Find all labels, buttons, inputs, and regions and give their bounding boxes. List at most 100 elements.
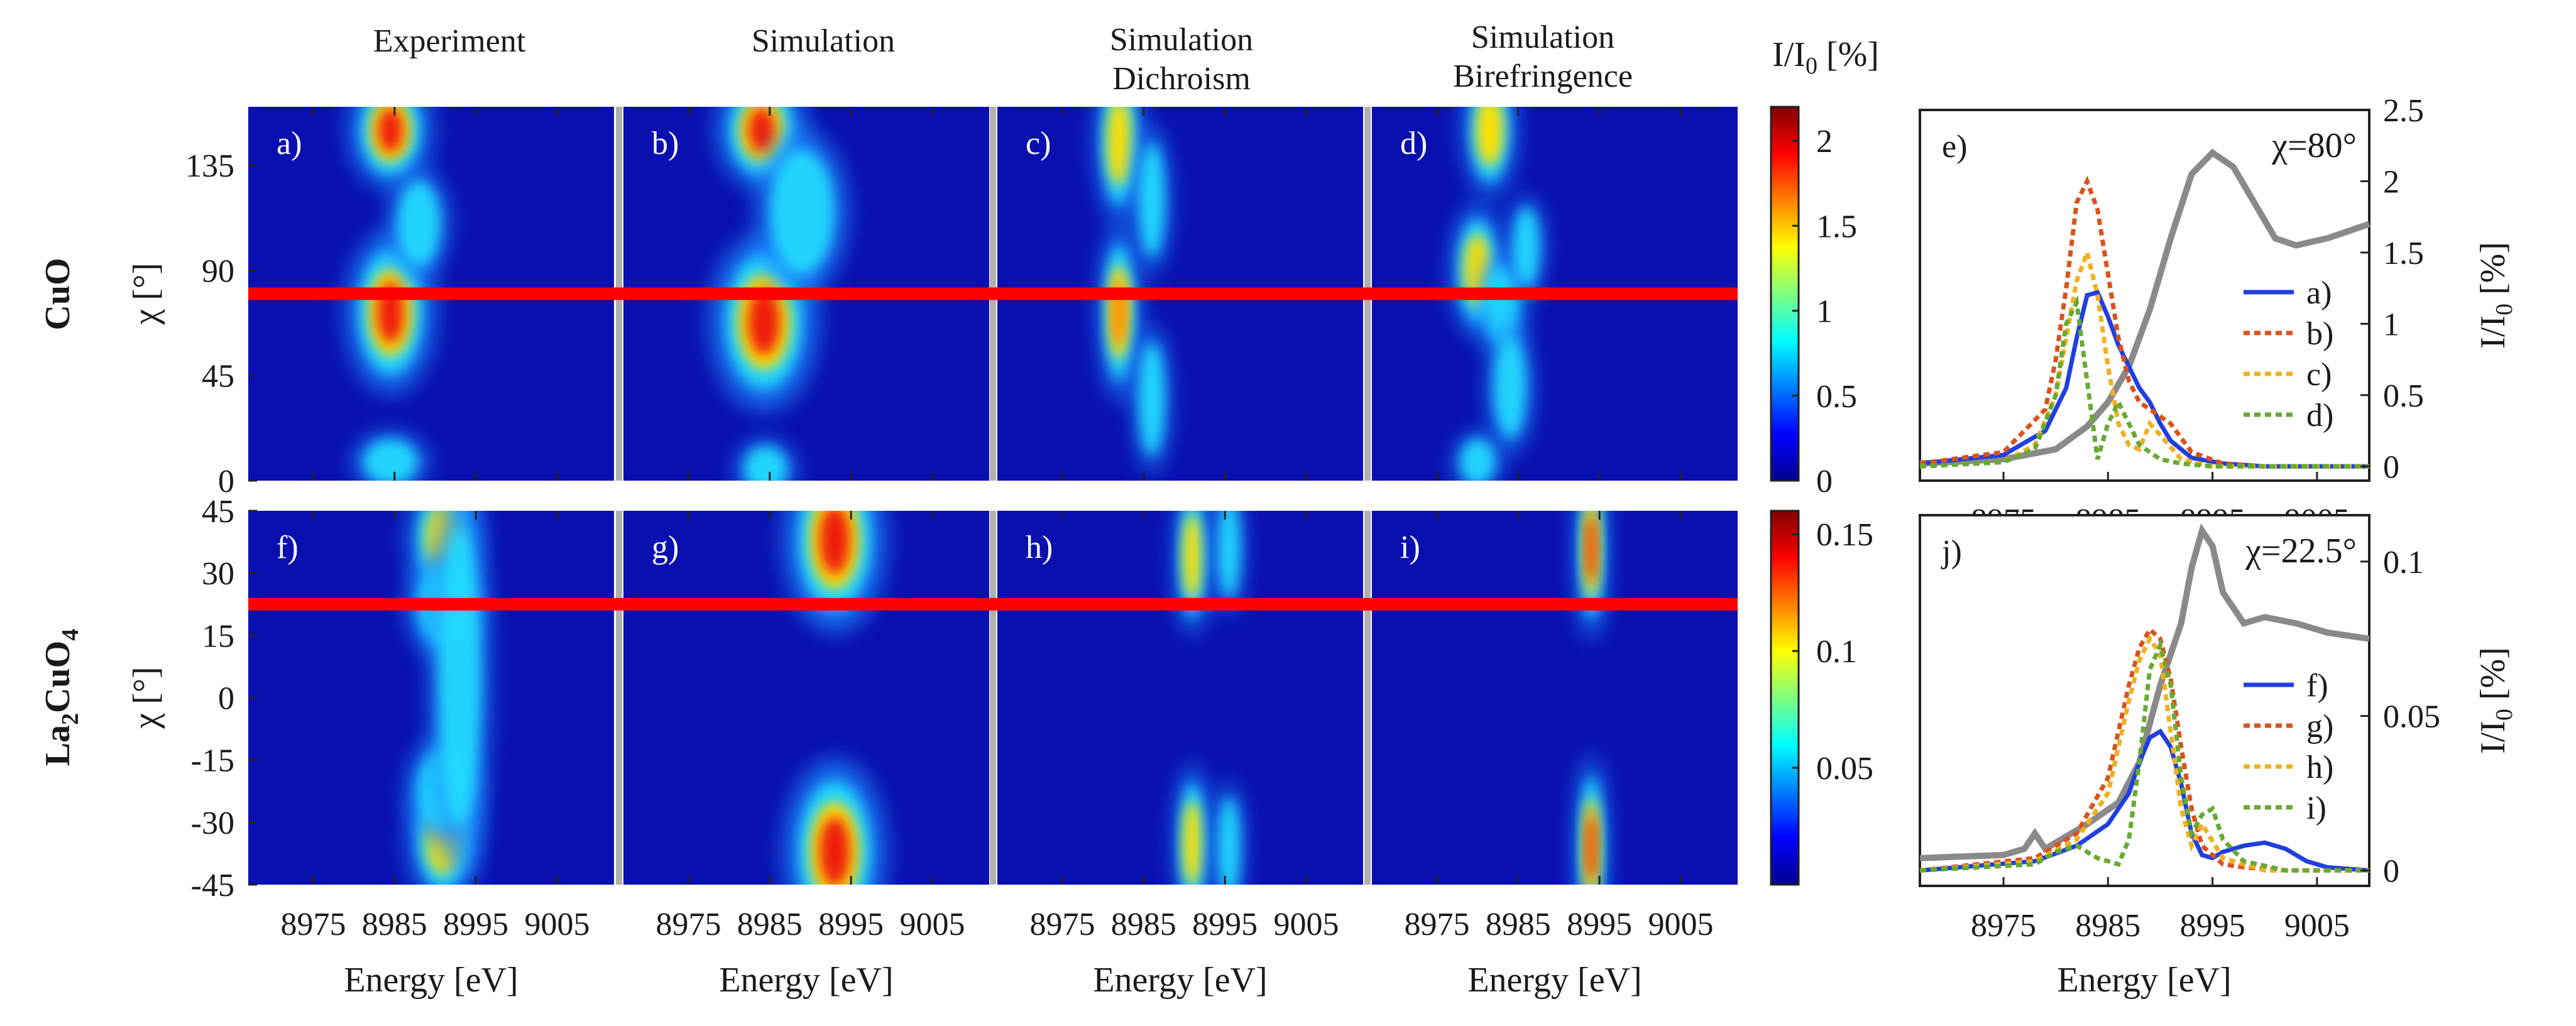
panel-label: j)	[1941, 534, 1962, 570]
panel-j-plot: f) g) h) i) 8975 8985 8995 9005 0 0.05 0.1 j) χ=22.5…	[1919, 514, 2518, 1000]
legend-label: f)	[2306, 668, 2328, 704]
x-tick-label: 9005	[1648, 907, 1713, 942]
heatmap-glow-yellow	[1183, 514, 1202, 599]
y-tick-label: 90	[202, 253, 234, 289]
x-tick-label: 8985	[1486, 907, 1551, 942]
y-tick-label: 0	[2383, 853, 2399, 889]
y-tick-label: 30	[202, 556, 234, 592]
cuo-heatmaps: a) b) c) d) 0 45 90 135 χ [°]	[126, 107, 1738, 499]
x-tick-label: 8995	[2180, 908, 2245, 944]
legend-label: c)	[2306, 357, 2332, 393]
absorption-curve	[1919, 523, 2370, 861]
colorbar-2	[1770, 510, 1800, 886]
legend-label: h)	[2306, 750, 2333, 785]
heatmap-core	[1586, 513, 1597, 584]
heatmap-core	[378, 107, 403, 153]
heatmap-glow	[397, 182, 441, 266]
heatmap-panel-3: c)	[997, 107, 1363, 481]
heatmap-glow	[1494, 336, 1526, 438]
heatmap-panel-1: f)	[248, 511, 614, 885]
heatmap-glow	[770, 150, 834, 274]
heatmap-glow	[1139, 342, 1165, 456]
x-axis-title: Energy [eV]	[719, 961, 893, 1000]
chi-annotation: χ=22.5°	[2245, 532, 2357, 570]
x-tick-label: 8975	[280, 907, 346, 942]
series-line-g	[1919, 626, 2369, 873]
colorbar-tick-label: 0.5	[1816, 379, 1857, 415]
heatmap-core	[748, 107, 776, 153]
y-tick-label: -45	[191, 868, 234, 903]
heatmap-glow-yellow	[1107, 107, 1131, 186]
colorbar-tick-label: 0.05	[1816, 751, 1873, 787]
x-tick-label: 8975	[1029, 907, 1095, 942]
colorbar-tick-label: 0	[1816, 464, 1833, 499]
x-tick-label: 8995	[443, 907, 508, 942]
heatmap-features	[1094, 107, 1171, 474]
y-tick-label: 1	[2383, 307, 2399, 342]
panel-label: a)	[277, 126, 302, 161]
x-axis-title: Energy [eV]	[2057, 961, 2231, 1000]
colorbar-tick-label: 0.1	[1816, 634, 1857, 670]
panel-label: i)	[1400, 530, 1420, 565]
y-axis-title: I/I0 [%]	[2474, 647, 2518, 754]
heatmap-background	[1372, 511, 1738, 885]
heatmap-glow	[364, 439, 417, 481]
x-tick-label: 9005	[1273, 907, 1339, 942]
x-tick-label: 9005	[524, 907, 589, 942]
x-tick-label: 8985	[2075, 908, 2140, 944]
y-axis-title: χ [°]	[126, 263, 165, 325]
x-tick-label: 9005	[2284, 908, 2350, 944]
legend-label: a)	[2306, 275, 2332, 311]
heatmap-features	[782, 511, 887, 885]
x-tick-label: 9005	[899, 907, 965, 942]
y-tick-label: 0	[218, 464, 234, 499]
heatmap-glow	[744, 446, 787, 481]
x-tick-label: 8995	[818, 907, 884, 942]
title-experiment: Experiment	[373, 23, 526, 59]
row-label-la2cuo4: La2CuO4	[38, 629, 84, 767]
heatmap-panel-4: d)	[1372, 107, 1738, 481]
heatmap-core	[819, 511, 850, 575]
x-axis-title: Energy [eV]	[1467, 961, 1642, 1000]
heatmap-glow	[1513, 207, 1539, 287]
x-tick-label: 8985	[737, 907, 803, 942]
x-axis-title: Energy [eV]	[1093, 961, 1267, 1000]
legend-label: g)	[2306, 709, 2333, 745]
colorbar-1	[1770, 106, 1800, 482]
chi-annotation: χ=80°	[2271, 126, 2357, 165]
heatmap-glow	[1218, 797, 1240, 885]
colorbars: 0 0.5 1 1.5 2 0.05 0.1 0.15	[1770, 106, 1873, 886]
x-axis-title: Energy [eV]	[344, 961, 518, 1000]
series-line-h	[1919, 634, 2369, 873]
heatmap-glow	[1139, 144, 1165, 256]
series-line-i	[1919, 638, 2369, 873]
heatmap-core	[748, 288, 781, 356]
x-tick-label: 8985	[1111, 907, 1176, 942]
y-tick-label: 0	[2383, 449, 2399, 485]
heatmap-glow-yellow	[1476, 107, 1503, 166]
plot-frame	[1919, 109, 2370, 482]
y-tick-label: 0	[218, 681, 234, 717]
heatmap-glow-yellow	[1183, 800, 1202, 885]
panel-label: c)	[1026, 126, 1051, 161]
y-axis-title: I/I0 [%]	[2474, 242, 2518, 349]
x-tick-label: 8995	[1192, 907, 1258, 942]
heatmap-features	[1449, 107, 1545, 481]
heatmap-panel-2: b)	[623, 107, 989, 481]
row-label-sub: 2	[57, 713, 84, 725]
x-tick-label: 8975	[1404, 907, 1469, 942]
y-tick-label: -15	[191, 743, 234, 779]
y-tick-label: 45	[202, 494, 234, 530]
heatmap-glow	[1218, 511, 1240, 598]
heatmap-core	[819, 816, 850, 885]
y-tick-label: 0.5	[2383, 378, 2424, 414]
title-dichroism: Simulation Dichroism	[1110, 22, 1253, 97]
colorbar-tick-label: 0.15	[1816, 517, 1873, 553]
heatmap-glow	[1461, 439, 1495, 481]
heatmap-panel-2: g)	[623, 511, 989, 885]
y-tick-label: 2.5	[2383, 93, 2424, 129]
heatmap-panel-4: i)	[1372, 511, 1738, 885]
y-tick-label: 2	[2383, 164, 2399, 200]
